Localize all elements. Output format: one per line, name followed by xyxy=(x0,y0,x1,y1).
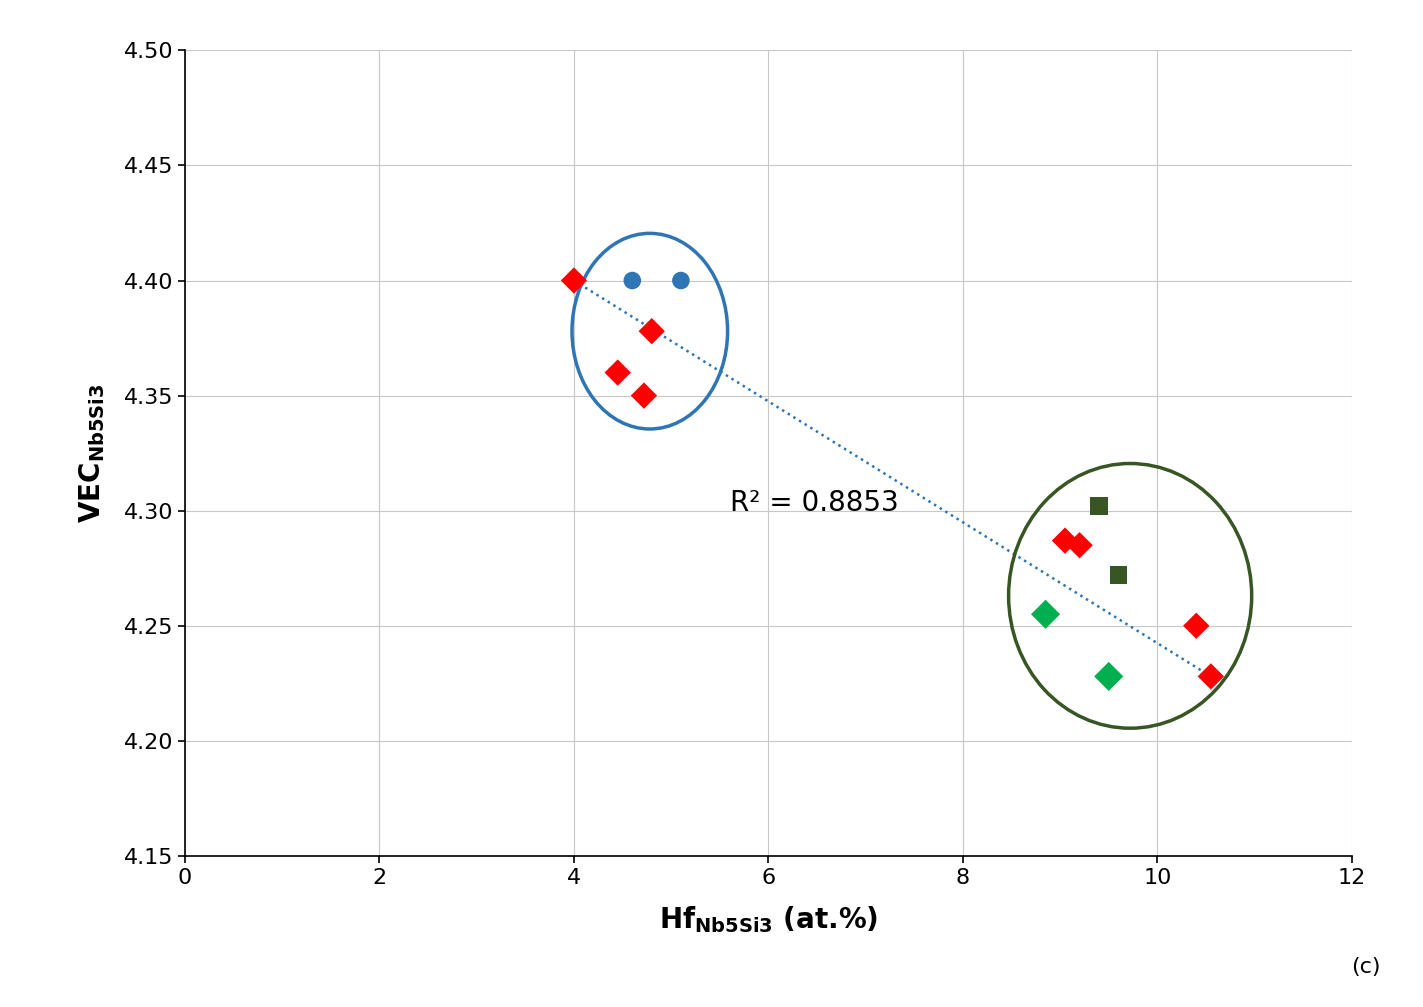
Point xyxy=(1035,606,1057,622)
Point xyxy=(1053,533,1076,549)
Point xyxy=(620,273,643,289)
Point xyxy=(1069,537,1091,553)
Point xyxy=(1200,669,1222,685)
X-axis label: $\mathbf{Hf_{Nb5Si3}}$ (at.%): $\mathbf{Hf_{Nb5Si3}}$ (at.%) xyxy=(659,904,878,936)
Point xyxy=(640,323,663,339)
Point xyxy=(562,273,585,289)
Y-axis label: $\mathbf{VEC_{Nb5Si3}}$: $\mathbf{VEC_{Nb5Si3}}$ xyxy=(77,384,107,523)
Text: R² = 0.8853: R² = 0.8853 xyxy=(730,488,898,517)
Point xyxy=(1107,567,1130,583)
Text: (c): (c) xyxy=(1350,957,1380,977)
Point xyxy=(1097,669,1120,685)
Point xyxy=(1087,498,1110,515)
Point xyxy=(669,273,692,289)
Point xyxy=(1185,617,1208,633)
Point xyxy=(633,388,656,404)
Point xyxy=(606,365,629,381)
